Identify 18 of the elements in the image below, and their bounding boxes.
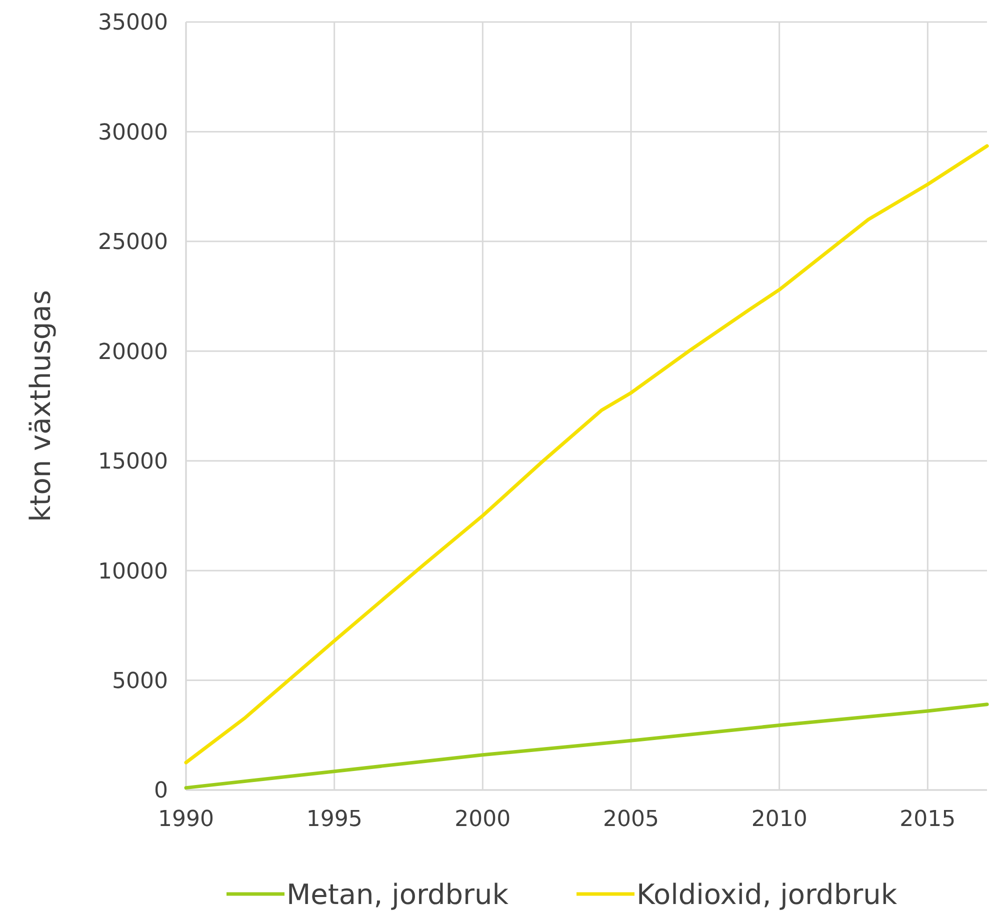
y-tick-label: 25000 xyxy=(98,230,168,256)
y-tick-label: 10000 xyxy=(98,559,168,584)
y-tick-label: 15000 xyxy=(98,450,168,475)
y-tick-label: 0 xyxy=(154,778,168,804)
x-tick-label: 2005 xyxy=(603,807,659,832)
line-series xyxy=(184,144,989,764)
x-tick-label: 1990 xyxy=(158,807,214,832)
legend-label: Koldioxid, jordbruk xyxy=(636,878,898,911)
x-tick-label: 2000 xyxy=(454,807,511,832)
y-tick-label: 20000 xyxy=(98,340,168,365)
y-tick-label: 35000 xyxy=(98,10,168,36)
y-axis-title: kton växthusgas xyxy=(24,290,57,522)
y-tick-label: 5000 xyxy=(112,668,168,694)
y-tick-label: 30000 xyxy=(98,120,168,146)
legend-label: Metan, jordbruk xyxy=(286,878,510,911)
x-tick-label: 1995 xyxy=(306,807,362,832)
x-tick-label: 2015 xyxy=(900,807,956,832)
x-tick-label: 2010 xyxy=(751,807,808,832)
